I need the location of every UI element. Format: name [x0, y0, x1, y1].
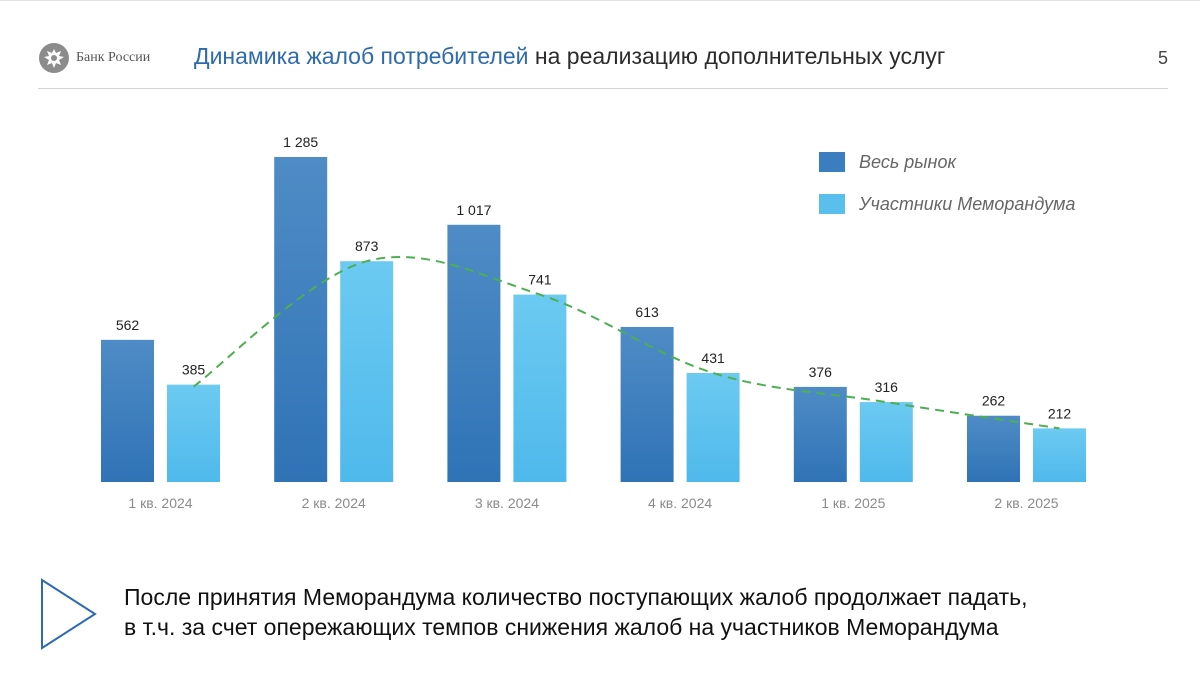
bar-value-label: 1 285 — [283, 134, 318, 150]
bar-value-label: 262 — [982, 393, 1006, 409]
header-divider — [38, 88, 1168, 89]
bar-value-label: 741 — [528, 272, 552, 288]
bar-value-label: 873 — [355, 238, 379, 254]
x-tick-label: 2 кв. 2024 — [302, 495, 366, 511]
bar-value-label: 212 — [1048, 405, 1072, 421]
bar-value-label: 613 — [635, 304, 659, 320]
page-title: Динамика жалоб потребителей на реализаци… — [194, 43, 945, 70]
bar-memorandum-3 — [686, 372, 740, 482]
complaints-bar-chart: 562 385 1 кв. 2024 1 285 873 2 кв. 2024 1 017 7… — [101, 134, 1086, 511]
x-tick-label: 1 кв. 2025 — [821, 495, 885, 511]
bar-value-label: 562 — [116, 317, 140, 333]
top-rule — [0, 0, 1200, 1]
bar-market-0 — [101, 339, 154, 482]
bar-value-label: 385 — [182, 362, 206, 378]
bar-memorandum-1 — [340, 261, 394, 482]
conclusion-text: После принятия Меморандума количество по… — [124, 582, 1184, 642]
bar-market-1 — [274, 157, 328, 482]
bank-russia-eagle-icon — [39, 43, 69, 73]
slide-header: Банк России Динамика жалоб потребителей … — [38, 40, 1168, 80]
bar-market-3 — [620, 326, 674, 482]
bar-value-label: 316 — [875, 379, 899, 395]
page-title-accent: Динамика жалоб потребителей — [194, 43, 529, 69]
bar-market-5 — [967, 415, 1020, 482]
bar-memorandum-4 — [859, 402, 913, 482]
legend-swatch-1 — [819, 194, 845, 214]
trend-line — [192, 256, 1060, 430]
page-title-rest: на реализацию дополнительных услуг — [528, 43, 946, 69]
conclusion-line-1: После принятия Меморандума количество по… — [124, 584, 1028, 610]
conclusion-line-2: в т.ч. за счет опережающих темпов снижен… — [124, 614, 999, 640]
legend-label-0: Весь рынок — [859, 152, 957, 172]
brand-name: Банк России — [76, 50, 151, 65]
bar-memorandum-5 — [1033, 428, 1086, 482]
x-tick-label: 4 кв. 2024 — [648, 495, 712, 511]
x-tick-label: 3 кв. 2024 — [475, 495, 539, 511]
play-arrow-icon — [41, 578, 97, 650]
bar-memorandum-2 — [513, 294, 567, 482]
legend-swatch-0 — [819, 152, 845, 172]
bar-value-label: 1 017 — [456, 202, 491, 218]
bar-memorandum-0 — [167, 384, 220, 482]
bar-value-label: 431 — [701, 350, 725, 366]
x-tick-label: 1 кв. 2024 — [128, 495, 192, 511]
bar-market-2 — [447, 224, 501, 482]
x-tick-label: 2 кв. 2025 — [994, 495, 1058, 511]
page-number: 5 — [1157, 48, 1168, 68]
conclusion-callout: После принятия Меморандума количество по… — [40, 578, 1170, 650]
bar-market-4 — [793, 386, 847, 482]
bar-value-label: 376 — [809, 364, 833, 380]
legend-label-1: Участники Меморандума — [858, 194, 1075, 214]
